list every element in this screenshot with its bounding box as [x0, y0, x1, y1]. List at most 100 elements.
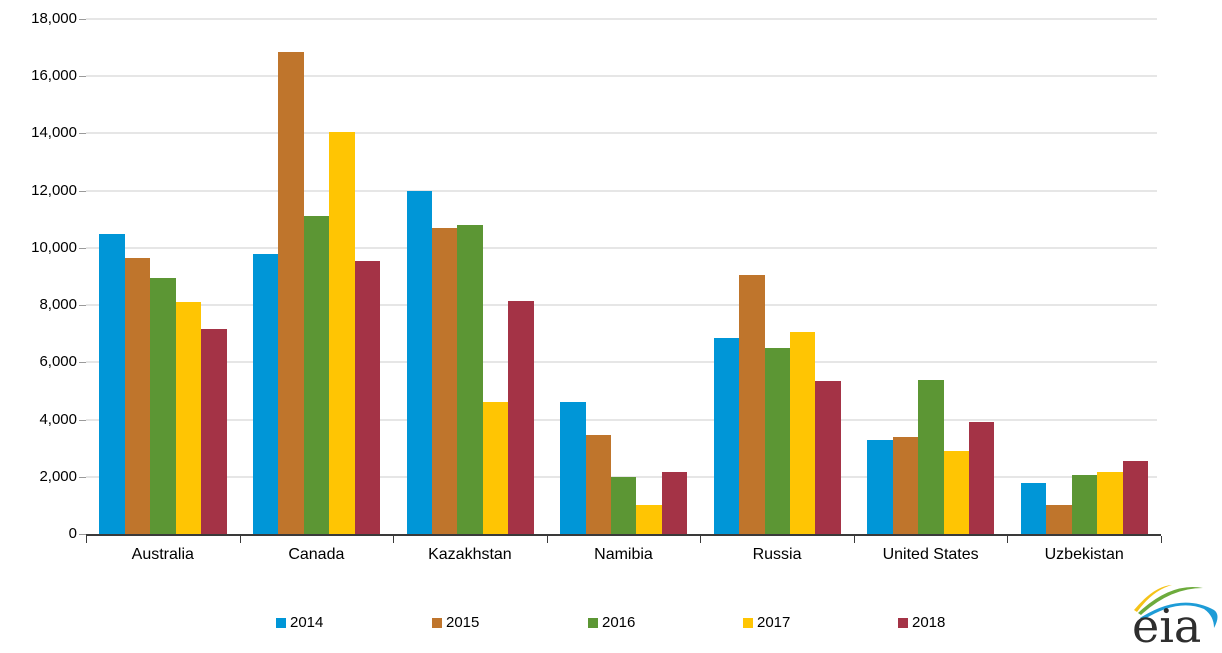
y-axis-tick-mark [79, 247, 86, 249]
bar-united-states-2014 [867, 439, 893, 534]
bar-namibia-2015 [585, 435, 611, 534]
x-axis-tick-mark [1160, 536, 1162, 543]
bar-australia-2018 [201, 329, 227, 534]
y-axis-tick-label: 18,000 [31, 10, 77, 27]
legend-swatch-2016 [588, 618, 598, 628]
bar-namibia-2016 [610, 476, 637, 534]
bar-uzbekistan-2014 [1020, 482, 1047, 534]
y-axis-tick-mark [79, 76, 86, 78]
y-axis-tick-mark [79, 305, 86, 307]
bar-canada-2018 [354, 260, 381, 534]
legend-label: 2018 [912, 614, 946, 631]
x-axis-category-label: Uzbekistan [1044, 546, 1124, 563]
bar-uzbekistan-2016 [1071, 475, 1098, 534]
legend-label: 2015 [446, 614, 480, 631]
y-axis-tick-mark [79, 133, 86, 135]
bar-australia-2015 [124, 257, 151, 534]
bar-united-states-2017 [943, 451, 969, 534]
legend-swatch-2015 [432, 618, 442, 628]
bar-united-states-2018 [968, 422, 995, 534]
gridline-14,000 [86, 132, 1157, 135]
gridline-16,000 [86, 75, 1157, 78]
x-axis-tick-mark [86, 536, 87, 543]
bar-russia-2016 [764, 348, 790, 534]
y-axis-tick-label: 4,000 [39, 410, 77, 428]
y-axis-tick-label: 6,000 [39, 353, 77, 371]
gridline-10,000 [86, 246, 1157, 249]
logo-text: eia [1132, 599, 1201, 648]
legend-item-2014: 2014 [276, 614, 324, 631]
y-axis-tick-label: 10,000 [31, 238, 77, 256]
x-axis-line [86, 534, 1161, 536]
bar-australia-2017 [175, 302, 202, 534]
logo-swoosh-green [1138, 587, 1203, 615]
legend-label: 2016 [602, 614, 636, 631]
bar-namibia-2014 [560, 402, 586, 534]
bar-russia-2017 [789, 332, 816, 534]
bar-russia-2018 [815, 380, 841, 534]
y-axis-tick-mark [79, 19, 86, 20]
legend-item-2018: 2018 [898, 614, 946, 631]
y-axis-tick-mark [79, 362, 86, 364]
bar-australia-2014 [99, 233, 125, 534]
y-axis-tick-label: 8,000 [39, 296, 77, 314]
bar-kazakhstan-2014 [406, 190, 432, 534]
y-axis-tick-label: 2,000 [39, 467, 77, 485]
bar-kazakhstan-2016 [457, 225, 483, 534]
gridline-4,000 [86, 418, 1157, 421]
legend-item-2017: 2017 [743, 614, 791, 631]
bar-namibia-2018 [661, 472, 688, 534]
gridline-18,000 [86, 18, 1157, 20]
bar-canada-2016 [303, 216, 330, 534]
y-axis-tick-label: 12,000 [31, 181, 77, 199]
x-axis-tick-mark [853, 536, 855, 543]
logo-swoosh-blue [1140, 602, 1218, 628]
eia-logo-graphic: eia [1132, 585, 1218, 653]
x-axis-tick-mark [700, 536, 702, 543]
bar-australia-2016 [150, 277, 176, 534]
bar-uzbekistan-2018 [1122, 461, 1148, 534]
x-axis-category-label: Russia [752, 546, 802, 563]
bar-canada-2017 [329, 132, 355, 534]
eia-logo: eia [1126, 576, 1222, 653]
y-axis-tick-label: 14,000 [31, 124, 77, 142]
legend-swatch-2014 [276, 618, 286, 628]
gridline-12,000 [86, 189, 1157, 192]
bar-united-states-2016 [918, 379, 944, 534]
x-axis-category-label: Australia [131, 546, 194, 563]
x-axis-tick-mark [1007, 536, 1009, 543]
legend-label: 2014 [290, 614, 324, 631]
bar-namibia-2017 [636, 505, 662, 534]
gridline-8,000 [86, 304, 1157, 307]
x-axis-category-label: Canada [288, 546, 345, 563]
bar-canada-2014 [252, 253, 279, 534]
legend-item-2015: 2015 [432, 614, 480, 631]
y-axis-tick-mark [79, 419, 86, 421]
logo-swoosh-yellow [1134, 585, 1172, 612]
y-axis-tick-mark [79, 476, 86, 478]
x-axis-category-label: United States [882, 546, 979, 563]
x-axis-category-label: Namibia [594, 546, 653, 563]
bar-canada-2015 [278, 51, 304, 534]
legend-item-2016: 2016 [588, 614, 636, 631]
y-axis-tick-label: 0 [68, 525, 77, 542]
legend-label: 2017 [757, 614, 791, 631]
bar-uzbekistan-2015 [1046, 505, 1072, 534]
y-axis-tick-mark [79, 190, 86, 192]
legend-swatch-2017 [743, 618, 753, 628]
x-axis-tick-mark [546, 536, 548, 543]
bar-kazakhstan-2017 [482, 402, 509, 534]
bar-kazakhstan-2018 [508, 300, 534, 534]
bar-russia-2015 [739, 275, 765, 534]
y-axis-tick-label: 16,000 [31, 67, 77, 85]
bar-united-states-2015 [892, 436, 919, 534]
x-axis-tick-mark [393, 536, 395, 543]
gridline-6,000 [86, 361, 1157, 364]
bar-kazakhstan-2015 [431, 227, 458, 534]
legend-swatch-2018 [898, 618, 908, 628]
bar-russia-2014 [713, 338, 740, 534]
x-axis-category-label: Kazakhstan [428, 546, 512, 563]
x-axis-tick-mark [239, 536, 241, 543]
